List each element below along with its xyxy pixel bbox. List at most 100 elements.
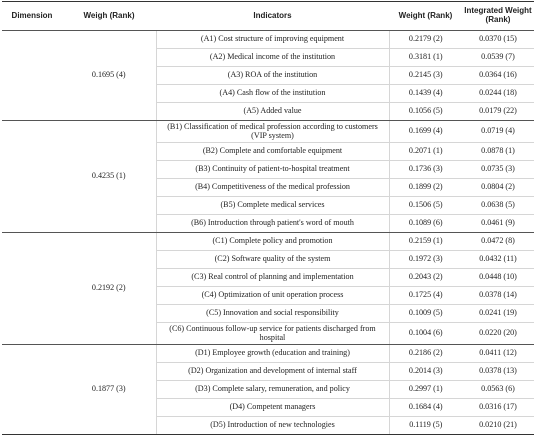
weight-cell: 0.1684 (4) — [389, 398, 462, 417]
weight-cell: 0.1506 (5) — [389, 196, 462, 215]
weight-cell: 0.1725 (4) — [389, 286, 462, 305]
indicator-cell: (D2) Organization and development of int… — [155, 362, 390, 381]
indicator-cell: (D5) Introduction of new technologies — [155, 416, 390, 435]
weight-cell: 0.1972 (3) — [389, 250, 462, 269]
weight-cell: 0.2071 (1) — [389, 142, 462, 161]
indicator-cell: (B3) Continuity of patient-to-hospital t… — [155, 160, 390, 179]
integrated-weight-cell: 0.0432 (11) — [462, 250, 534, 269]
dimension-cell — [2, 120, 62, 233]
table-row: (C6) Continuous follow-up service for pa… — [2, 322, 534, 345]
dimension-cell — [2, 344, 62, 435]
indicator-cell: (C1) Complete policy and promotion — [155, 232, 390, 251]
indicator-cell: (D1) Employee growth (education and trai… — [155, 344, 390, 363]
indicator-cell: (D3) Complete salary, remuneration, and … — [155, 380, 390, 399]
weight-cell: 0.2014 (3) — [389, 362, 462, 381]
table-row: (A4) Cash flow of the institution 0.1439 … — [2, 84, 534, 103]
indicator-cell: (C3) Real control of planning and implem… — [155, 268, 390, 287]
weight-cell: 0.1736 (3) — [389, 160, 462, 179]
indicator-cell: (B4) Competitiveness of the medical prof… — [155, 178, 390, 197]
indicator-cell: (B5) Complete medical services — [155, 196, 390, 215]
weight-cell: 0.1699 (4) — [389, 120, 462, 143]
table-row: (A5) Added value 0.1056 (5) 0.0179 (22) — [2, 102, 534, 121]
indicator-cell: (C5) Innovation and social responsibilit… — [155, 304, 390, 323]
header-dimension: Dimension — [2, 1, 62, 31]
weight-cell: 0.2997 (1) — [389, 380, 462, 399]
table-row: 0.2192 (2) (C1) Complete policy and promo… — [2, 232, 534, 345]
header-weight-rank: Weight (Rank) — [389, 1, 462, 31]
integrated-weight-cell: 0.0370 (15) — [462, 30, 534, 49]
weight-cell: 0.1089 (6) — [389, 214, 462, 233]
dimension-weight-cell: 0.1695 (4) — [62, 30, 156, 121]
integrated-weight-cell: 0.0719 (4) — [462, 120, 534, 143]
indicator-cell: (C2) Software quality of the system — [155, 250, 390, 269]
table-row: (B6) Introduction through patient's word… — [2, 214, 534, 233]
table-row: (A2) Medical income of the institution 0.… — [2, 48, 534, 67]
indicator-cell: (A4) Cash flow of the institution — [155, 84, 390, 103]
table-row: (C4) Optimization of unit operation proc… — [2, 286, 534, 305]
indicator-cell: (A5) Added value — [155, 102, 390, 121]
weight-cell: 0.2186 (2) — [389, 344, 462, 363]
integrated-weight-cell: 0.0210 (21) — [462, 416, 534, 435]
weight-cell: 0.1899 (2) — [389, 178, 462, 197]
table-row: 0.1877 (3) (D1) Employee growth (educatio… — [2, 344, 534, 435]
dimension-weight-cell: 0.2192 (2) — [62, 232, 156, 345]
weight-cell: 0.2159 (1) — [389, 232, 462, 251]
weight-cell: 0.2043 (2) — [389, 268, 462, 287]
indicator-cell: (B6) Introduction through patient's word… — [155, 214, 390, 233]
integrated-weight-cell: 0.0244 (18) — [462, 84, 534, 103]
indicator-cell: (A3) ROA of the institution — [155, 66, 390, 85]
integrated-weight-cell: 0.0638 (5) — [462, 196, 534, 215]
table-body: 0.1695 (4) (A1) Cost structure of improvi… — [2, 30, 534, 435]
weight-cell: 0.1119 (5) — [389, 416, 462, 435]
table-row: (D2) Organization and development of int… — [2, 362, 534, 381]
integrated-weight-cell: 0.0472 (8) — [462, 232, 534, 251]
weight-cell: 0.3181 (1) — [389, 48, 462, 67]
weight-cell: 0.1009 (5) — [389, 304, 462, 323]
header-weigh-rank: Weigh (Rank) — [62, 1, 156, 31]
integrated-weight-cell: 0.0378 (13) — [462, 362, 534, 381]
table-row: (C3) Real control of planning and implem… — [2, 268, 534, 287]
integrated-weight-cell: 0.0411 (12) — [462, 344, 534, 363]
table-row: (B3) Continuity of patient-to-hospital t… — [2, 160, 534, 179]
table-row: (C5) Innovation and social responsibilit… — [2, 304, 534, 323]
indicator-cell: (C6) Continuous follow-up service for pa… — [155, 322, 390, 345]
indicator-cell: (D4) Competent managers — [155, 398, 390, 417]
integrated-weight-cell: 0.0179 (22) — [462, 102, 534, 121]
dimension-weight-cell: 0.4235 (1) — [62, 120, 156, 233]
table-row: (B5) Complete medical services 0.1506 (5)… — [2, 196, 534, 215]
indicator-cell: (B1) Classification of medical professio… — [155, 120, 390, 143]
header-integrated-weight: Integrated Weight (Rank) — [462, 1, 534, 31]
integrated-weight-cell: 0.0364 (16) — [462, 66, 534, 85]
integrated-weight-cell: 0.0378 (14) — [462, 286, 534, 305]
table-row: (C2) Software quality of the system 0.197… — [2, 250, 534, 269]
integrated-weight-cell: 0.0563 (6) — [462, 380, 534, 399]
integrated-weight-cell: 0.0241 (19) — [462, 304, 534, 323]
header-row: Dimension Weigh (Rank) Indicators Weight… — [2, 1, 534, 31]
table-row: (B4) Competitiveness of the medical prof… — [2, 178, 534, 197]
integrated-weight-cell: 0.0316 (17) — [462, 398, 534, 417]
weight-cell: 0.1056 (5) — [389, 102, 462, 121]
integrated-weight-cell: 0.0461 (9) — [462, 214, 534, 233]
weight-cell: 0.2179 (2) — [389, 30, 462, 49]
integrated-weight-cell: 0.0735 (3) — [462, 160, 534, 179]
dimension-cell — [2, 232, 62, 345]
indicator-cell: (A1) Cost structure of improving equipme… — [155, 30, 390, 49]
indicator-cell: (B2) Complete and comfortable equipment — [155, 142, 390, 161]
table-row: (A3) ROA of the institution 0.2145 (3) 0.0… — [2, 66, 534, 85]
weight-cell: 0.2145 (3) — [389, 66, 462, 85]
weight-cell: 0.1439 (4) — [389, 84, 462, 103]
dimension-weight-cell: 0.1877 (3) — [62, 344, 156, 435]
integrated-weight-cell: 0.0220 (20) — [462, 322, 534, 345]
integrated-weight-cell: 0.0448 (10) — [462, 268, 534, 287]
integrated-weight-cell: 0.0539 (7) — [462, 48, 534, 67]
dimension-cell — [2, 30, 62, 121]
weight-cell: 0.1004 (6) — [389, 322, 462, 345]
indicator-cell: (C4) Optimization of unit operation proc… — [155, 286, 390, 305]
table-row: (D3) Complete salary, remuneration, and … — [2, 380, 534, 399]
integrated-weight-cell: 0.0804 (2) — [462, 178, 534, 197]
table-row: 0.1695 (4) (A1) Cost structure of improvi… — [2, 30, 534, 121]
table-row: (B2) Complete and comfortable equipment 0… — [2, 142, 534, 161]
indicator-cell: (A2) Medical income of the institution — [155, 48, 390, 67]
header-indicators: Indicators — [156, 1, 389, 31]
